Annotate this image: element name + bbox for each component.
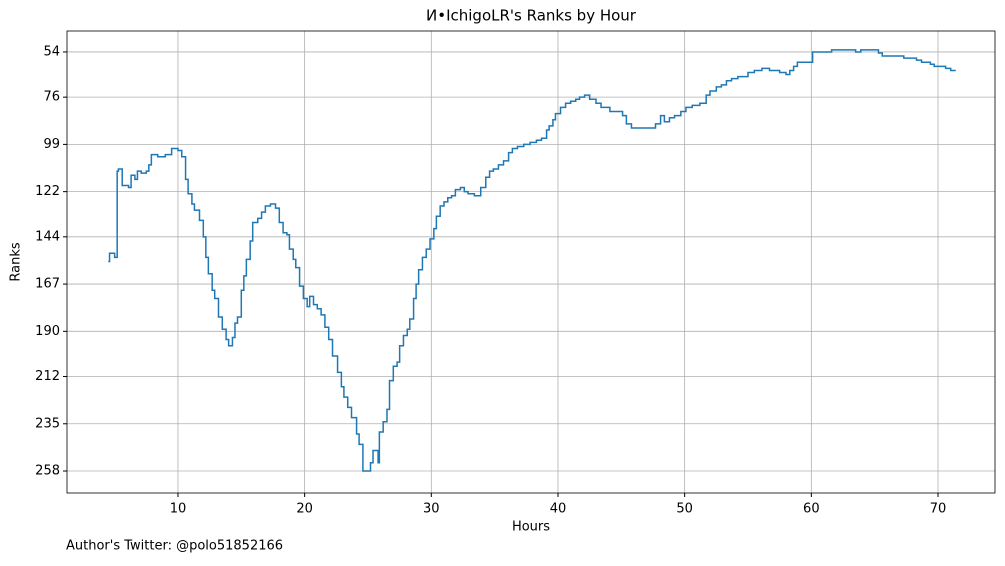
footnote: Author's Twitter: @polo51852166 [66, 539, 283, 554]
x-tick-label: 70 [930, 502, 947, 517]
y-tick-label: 258 [35, 464, 60, 479]
y-tick-label: 99 [43, 137, 60, 152]
x-tick-label: 30 [423, 502, 440, 517]
y-tick-label: 76 [43, 90, 60, 105]
step-line [108, 49, 956, 472]
x-axis-label: Hours [512, 520, 550, 535]
y-tick-label: 122 [35, 184, 60, 199]
y-tick-label: 167 [35, 277, 60, 292]
y-axis-label: Ranks [9, 242, 24, 281]
x-tick-label: 50 [676, 502, 693, 517]
y-tick-label: 144 [35, 229, 60, 244]
y-tick-label: 54 [43, 44, 60, 59]
plot-frame [66, 30, 996, 494]
x-tick-label: 10 [170, 502, 187, 517]
y-tick-label: 190 [35, 324, 60, 339]
x-tick-label: 60 [803, 502, 820, 517]
x-tick-label: 20 [296, 502, 313, 517]
y-tick-label: 212 [35, 369, 60, 384]
x-tick-label: 40 [550, 502, 567, 517]
chart-title: И•IchigoLR's Ranks by Hour [426, 7, 637, 25]
y-tick-label: 235 [35, 416, 60, 431]
